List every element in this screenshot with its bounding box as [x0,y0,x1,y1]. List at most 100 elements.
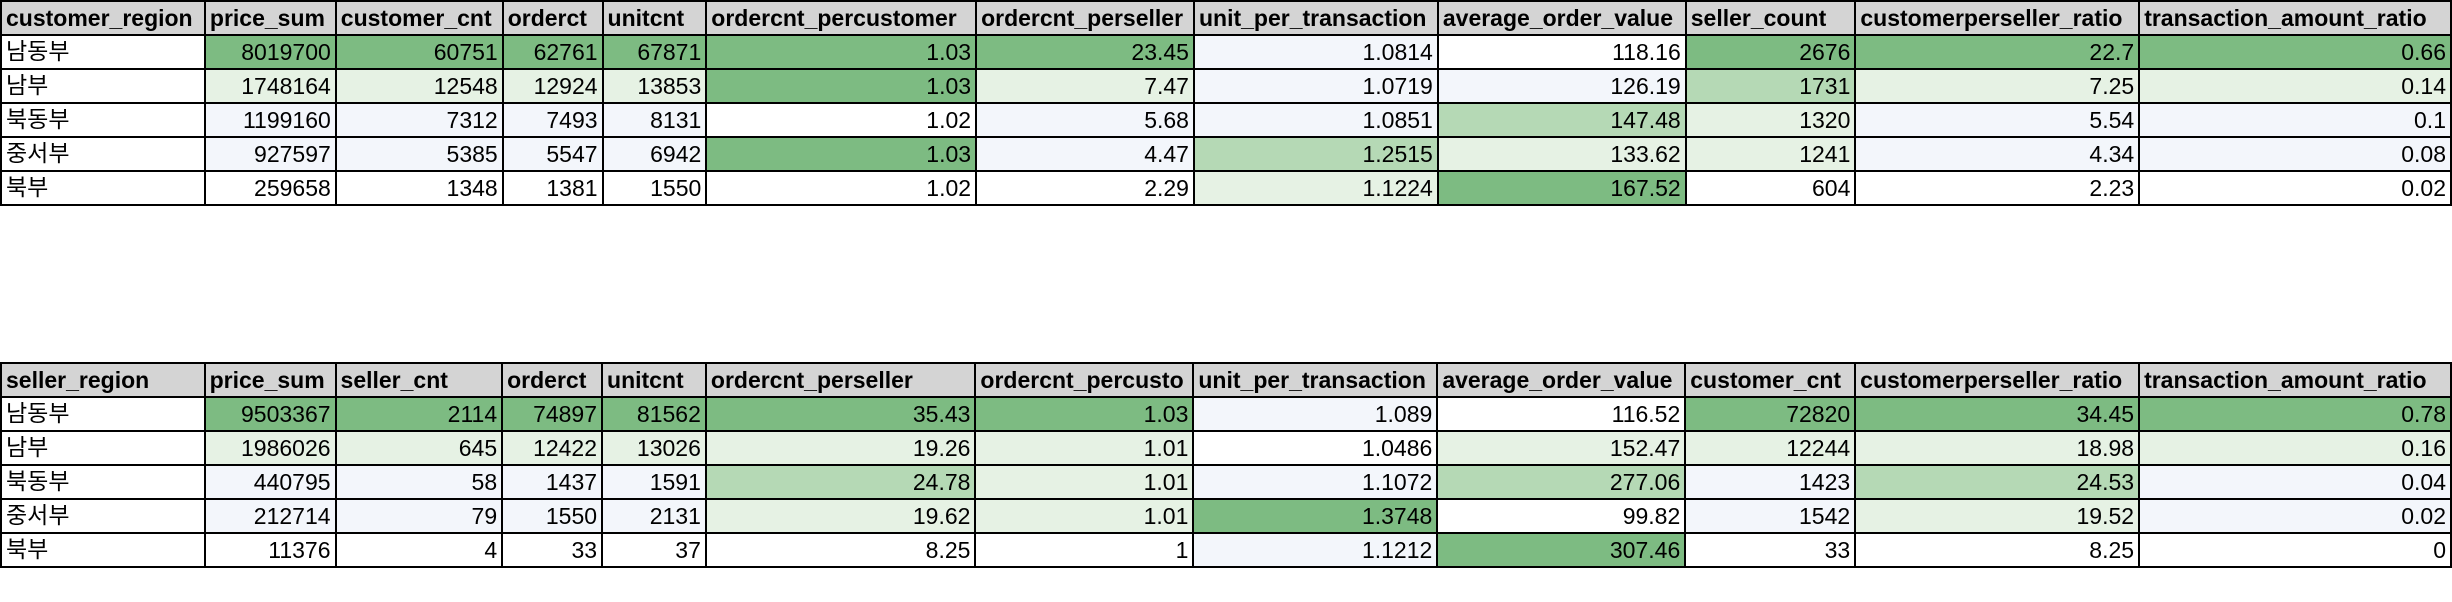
column-header[interactable]: customerperseller_ratio [1854,362,2141,398]
value-cell[interactable]: 24.78 [704,464,977,500]
column-header[interactable]: price_sum [203,0,337,36]
value-cell[interactable]: 4.34 [1854,136,2141,172]
value-cell[interactable]: 13026 [601,430,707,466]
value-cell[interactable]: 1550 [601,170,708,206]
region-cell[interactable]: 중서부 [0,498,206,534]
column-header[interactable]: ordercnt_perseller [704,362,977,398]
value-cell[interactable]: 1.02 [705,102,978,138]
value-cell[interactable]: 0.02 [2138,498,2452,534]
value-cell[interactable]: 126.19 [1436,68,1687,104]
value-cell[interactable]: 1550 [501,498,604,534]
value-cell[interactable]: 1.0486 [1192,430,1439,466]
value-cell[interactable]: 116.52 [1436,396,1687,432]
value-cell[interactable]: 0.04 [2138,464,2452,500]
column-header[interactable]: price_sum [203,362,337,398]
value-cell[interactable]: 5547 [501,136,604,172]
column-header[interactable]: orderct [501,362,604,398]
value-cell[interactable]: 133.62 [1436,136,1687,172]
value-cell[interactable]: 307.46 [1436,532,1687,568]
value-cell[interactable]: 1542 [1684,498,1857,534]
column-header[interactable]: unit_per_transaction [1192,0,1439,36]
column-header[interactable]: transaction_amount_ratio [2138,362,2452,398]
column-header[interactable]: customerperseller_ratio [1854,0,2141,36]
value-cell[interactable]: 72820 [1684,396,1857,432]
value-cell[interactable]: 5.68 [975,102,1195,138]
value-cell[interactable]: 1.01 [974,464,1195,500]
value-cell[interactable]: 60751 [334,34,504,70]
region-cell[interactable]: 북부 [0,532,206,568]
region-cell[interactable]: 남부 [0,430,206,466]
value-cell[interactable]: 0.14 [2138,68,2452,104]
value-cell[interactable]: 1348 [334,170,504,206]
value-cell[interactable]: 1320 [1684,102,1857,138]
value-cell[interactable]: 1.03 [705,136,978,172]
value-cell[interactable]: 35.43 [704,396,977,432]
value-cell[interactable]: 1.2515 [1192,136,1439,172]
value-cell[interactable]: 99.82 [1436,498,1687,534]
region-cell[interactable]: 북부 [0,170,206,206]
value-cell[interactable]: 19.62 [704,498,977,534]
column-header[interactable]: unitcnt [601,362,707,398]
value-cell[interactable]: 1381 [501,170,604,206]
value-cell[interactable]: 0.16 [2138,430,2452,466]
value-cell[interactable]: 24.53 [1854,464,2141,500]
column-header[interactable]: customer_cnt [334,0,504,36]
value-cell[interactable]: 1.03 [705,34,978,70]
region-cell[interactable]: 중서부 [0,136,206,172]
value-cell[interactable]: 118.16 [1436,34,1687,70]
region-cell[interactable]: 남동부 [0,396,206,432]
value-cell[interactable]: 7493 [501,102,604,138]
value-cell[interactable]: 58 [334,464,504,500]
value-cell[interactable]: 8.25 [1854,532,2141,568]
value-cell[interactable]: 1.03 [974,396,1195,432]
value-cell[interactable]: 1591 [601,464,707,500]
column-header[interactable]: orderct [501,0,604,36]
value-cell[interactable]: 927597 [203,136,337,172]
value-cell[interactable]: 4 [334,532,504,568]
value-cell[interactable]: 167.52 [1436,170,1687,206]
value-cell[interactable]: 18.98 [1854,430,2141,466]
value-cell[interactable]: 6942 [601,136,708,172]
value-cell[interactable]: 37 [601,532,707,568]
column-header[interactable]: transaction_amount_ratio [2138,0,2452,36]
value-cell[interactable]: 7.47 [975,68,1195,104]
column-header[interactable]: unitcnt [601,0,708,36]
column-header[interactable]: ordercnt_percustomer [705,0,978,36]
value-cell[interactable]: 67871 [601,34,708,70]
region-cell[interactable]: 남부 [0,68,206,104]
value-cell[interactable]: 1.089 [1192,396,1439,432]
value-cell[interactable]: 1.3748 [1192,498,1439,534]
value-cell[interactable]: 34.45 [1854,396,2141,432]
value-cell[interactable]: 1.01 [974,498,1195,534]
value-cell[interactable]: 22.7 [1854,34,2141,70]
value-cell[interactable]: 0.08 [2138,136,2452,172]
value-cell[interactable]: 1.0814 [1192,34,1439,70]
value-cell[interactable]: 33 [501,532,604,568]
value-cell[interactable]: 5.54 [1854,102,2141,138]
value-cell[interactable]: 13853 [601,68,708,104]
region-cell[interactable]: 북동부 [0,102,206,138]
value-cell[interactable]: 604 [1684,170,1857,206]
value-cell[interactable]: 74897 [501,396,604,432]
value-cell[interactable]: 62761 [501,34,604,70]
value-cell[interactable]: 212714 [203,498,337,534]
value-cell[interactable]: 645 [334,430,504,466]
value-cell[interactable]: 1.03 [705,68,978,104]
column-header[interactable]: seller_count [1684,0,1857,36]
value-cell[interactable]: 1731 [1684,68,1857,104]
value-cell[interactable]: 2114 [334,396,504,432]
value-cell[interactable]: 1 [974,532,1195,568]
value-cell[interactable]: 1423 [1684,464,1857,500]
value-cell[interactable]: 259658 [203,170,337,206]
column-header[interactable]: seller_cnt [334,362,504,398]
value-cell[interactable]: 12244 [1684,430,1857,466]
value-cell[interactable]: 12924 [501,68,604,104]
value-cell[interactable]: 1241 [1684,136,1857,172]
region-cell[interactable]: 북동부 [0,464,206,500]
column-header[interactable]: customer_cnt [1684,362,1857,398]
value-cell[interactable]: 81562 [601,396,707,432]
column-header[interactable]: average_order_value [1436,0,1687,36]
value-cell[interactable]: 8131 [601,102,708,138]
value-cell[interactable]: 1.02 [705,170,978,206]
value-cell[interactable]: 2.29 [975,170,1195,206]
